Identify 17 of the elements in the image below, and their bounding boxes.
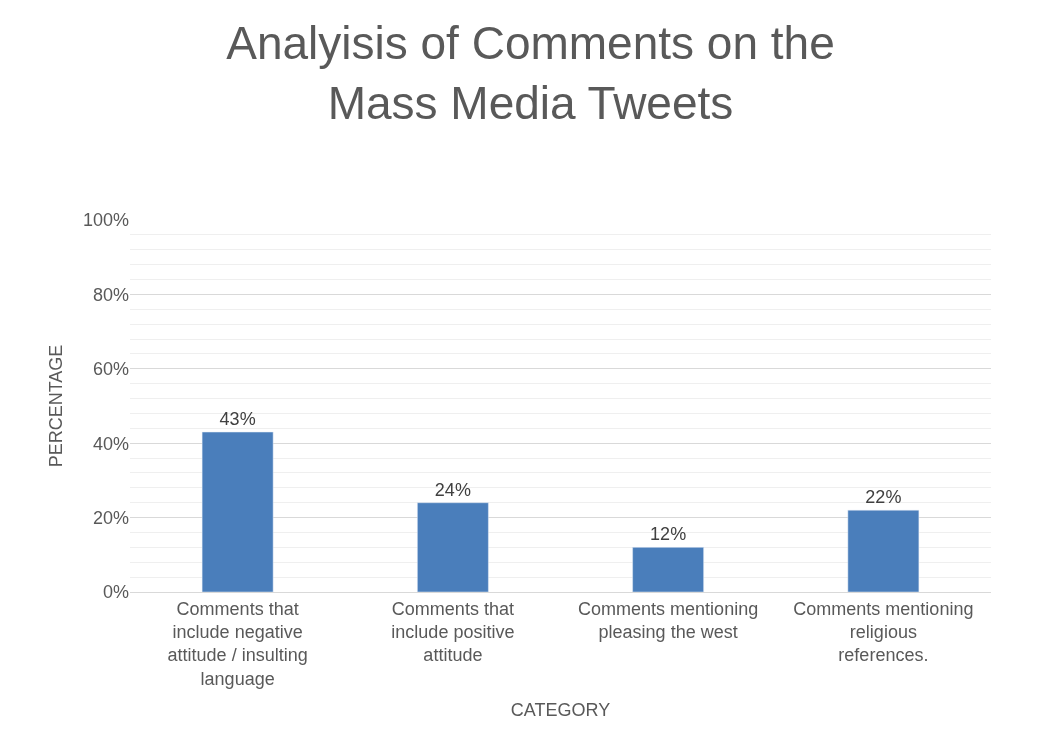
y-tick-label: 100% bbox=[82, 210, 129, 231]
x-tick-label: Comments that include negative attitude / insulting language bbox=[167, 598, 308, 689]
x-axis-title: CATEGORY bbox=[510, 699, 611, 720]
data-label: 43% bbox=[219, 409, 256, 430]
y-tick-label: 60% bbox=[92, 359, 129, 380]
data-label: 22% bbox=[865, 487, 902, 508]
chart-title: Analyisis of Comments on the Mass Media Tweets bbox=[226, 17, 835, 130]
y-tick-label: 40% bbox=[92, 433, 129, 454]
x-tick-label: Comments mentioning pleasing the west bbox=[578, 598, 759, 642]
y-tick-label: 0% bbox=[102, 582, 129, 603]
data-label: 24% bbox=[434, 479, 471, 500]
y-axis-title: PERCENTAGE bbox=[46, 344, 67, 468]
y-tick-label: 80% bbox=[92, 284, 129, 305]
x-tick-label: Comments that include positive attitude bbox=[391, 598, 515, 666]
x-tick-label: Comments mentioning religious references. bbox=[793, 598, 974, 666]
data-label: 12% bbox=[650, 524, 687, 545]
y-tick-label: 20% bbox=[92, 507, 129, 528]
